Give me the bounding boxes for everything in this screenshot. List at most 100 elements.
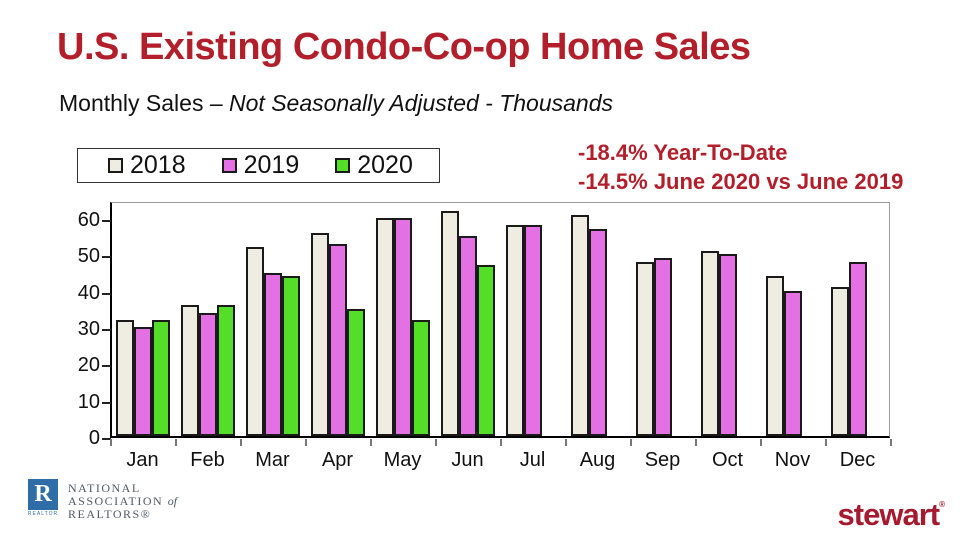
- bar-2019-jun: [458, 236, 477, 436]
- bar-2020-may: [411, 319, 430, 436]
- subtitle-italic: Not Seasonally Adjusted - Thousands: [229, 90, 614, 116]
- y-tick-label-40: 40: [77, 281, 100, 304]
- x-tick-mark-9: [695, 439, 697, 446]
- y-tick-mark-50: [102, 256, 111, 259]
- bar-group-jul: [500, 225, 565, 436]
- bar-2019-jan: [133, 327, 152, 436]
- bar-group-aug: [565, 214, 630, 436]
- y-tick-mark-0: [102, 438, 111, 440]
- legend-label-2019: 2019: [243, 151, 300, 179]
- y-tick-label-0: 0: [88, 427, 100, 449]
- y-tick-label-10: 10: [77, 390, 100, 413]
- x-category-label-jan: Jan: [126, 449, 159, 471]
- bar-group-feb: [175, 305, 240, 436]
- bar-2018-jul: [505, 225, 524, 436]
- y-tick-label-50: 50: [77, 245, 100, 268]
- bar-2018-aug: [570, 214, 589, 436]
- bar-2019-nov: [783, 290, 802, 436]
- subtitle-regular: Monthly Sales –: [59, 90, 230, 116]
- x-tick-mark-12: [890, 439, 892, 446]
- bar-group-sep: [630, 258, 695, 436]
- x-category-label-nov: Nov: [774, 449, 811, 471]
- legend-item-2019: 2019: [221, 151, 300, 180]
- bar-group-mar: [240, 247, 305, 436]
- nar-line3: REALTORS®: [68, 507, 152, 521]
- bar-2020-jan: [151, 319, 170, 436]
- bar-2019-sep: [653, 258, 672, 436]
- x-tick-mark-2: [240, 439, 242, 446]
- x-category-label-aug: Aug: [579, 449, 616, 471]
- x-category-label-oct: Oct: [711, 449, 744, 471]
- nar-logo: R REALTOR NATIONAL ASSOCIATION of REALTO…: [28, 479, 177, 521]
- bar-group-jun: [435, 210, 500, 436]
- x-tick-mark-7: [565, 439, 567, 446]
- legend-label-2018: 2018: [130, 151, 186, 179]
- page-title: U.S. Existing Condo-Co-op Home Sales: [57, 26, 751, 68]
- bar-2019-dec: [848, 261, 867, 436]
- x-category-label-sep: Sep: [644, 449, 681, 471]
- bar-2018-feb: [180, 305, 199, 436]
- bar-2018-jun: [440, 210, 459, 436]
- nar-line2: ASSOCIATION of: [68, 494, 178, 508]
- bar-2019-aug: [588, 229, 607, 436]
- y-tick-mark-10: [102, 401, 111, 404]
- nar-r-icon: R: [28, 479, 58, 510]
- x-category-label-feb: Feb: [190, 449, 225, 471]
- bar-2020-jun: [476, 265, 495, 436]
- x-tick-mark-5: [435, 439, 437, 446]
- legend-swatch-2018: [108, 158, 123, 173]
- legend-item-2018: 2018: [108, 151, 186, 180]
- y-tick-mark-20: [102, 365, 111, 368]
- x-tick-mark-3: [305, 439, 307, 446]
- legend-item-2020: 2020: [335, 151, 413, 180]
- nar-badge: R REALTOR: [28, 479, 58, 521]
- bar-2018-nov: [765, 276, 784, 436]
- plot-area: 0 10 20 30 40 50 60 Jan Feb Mar Apr May Jun Jul Aug Sep…: [78, 202, 892, 471]
- x-tick-mark-1: [175, 439, 177, 446]
- bar-2019-apr: [328, 243, 347, 436]
- bar-group-dec: [825, 261, 890, 436]
- x-tick-mark-4: [370, 439, 372, 446]
- bar-2018-sep: [635, 261, 654, 436]
- bar-group-apr: [305, 232, 370, 436]
- chart-subtitle: Monthly Sales – Not Seasonally Adjusted …: [59, 90, 613, 117]
- stewart-logo: stewart®: [837, 497, 945, 532]
- chart-legend: 2018 2019 2020: [77, 148, 440, 183]
- bar-2019-oct: [718, 254, 737, 436]
- x-category-label-dec: Dec: [839, 449, 876, 471]
- bar-2019-may: [393, 218, 412, 436]
- y-tick-mark-40: [102, 292, 111, 295]
- y-tick-mark-30: [102, 329, 111, 332]
- bar-2019-feb: [198, 312, 217, 436]
- bar-2018-dec: [830, 287, 849, 436]
- bar-group-nov: [760, 276, 825, 436]
- nar-realtor-word: REALTOR: [27, 511, 59, 517]
- x-category-label-may: May: [383, 449, 422, 471]
- x-category-label-jul: Jul: [519, 449, 546, 471]
- nar-line1: NATIONAL: [68, 481, 141, 495]
- annotation-ytd: -18.4% Year-To-Date: [578, 140, 788, 165]
- bar-2018-jan: [115, 319, 134, 436]
- bar-2019-jul: [523, 225, 542, 436]
- x-tick-mark-10: [760, 439, 762, 446]
- x-category-label-mar: Mar: [255, 449, 290, 471]
- bar-group-may: [370, 218, 435, 436]
- bar-2020-feb: [216, 305, 235, 436]
- y-tick-label-30: 30: [77, 318, 100, 341]
- stewart-mark: ®: [939, 500, 945, 509]
- x-tick-mark-8: [630, 439, 632, 446]
- legend-label-2020: 2020: [357, 151, 413, 179]
- x-category-label-jun: Jun: [451, 449, 484, 471]
- bar-2020-apr: [346, 308, 365, 436]
- bar-2018-mar: [245, 247, 264, 436]
- bar-2019-mar: [263, 272, 282, 436]
- x-category-label-apr: Apr: [321, 449, 354, 471]
- nar-wordmark: NATIONAL ASSOCIATION of REALTORS®: [68, 479, 177, 521]
- annotation-june: -14.5% June 2020 vs June 2019: [578, 169, 904, 194]
- x-tick-mark-11: [825, 439, 827, 446]
- annotation-block: -18.4% Year-To-Date -14.5% June 2020 vs …: [578, 138, 903, 196]
- nar-of: of: [167, 494, 178, 508]
- x-tick-mark-0: [110, 439, 112, 446]
- bar-2018-oct: [700, 250, 719, 436]
